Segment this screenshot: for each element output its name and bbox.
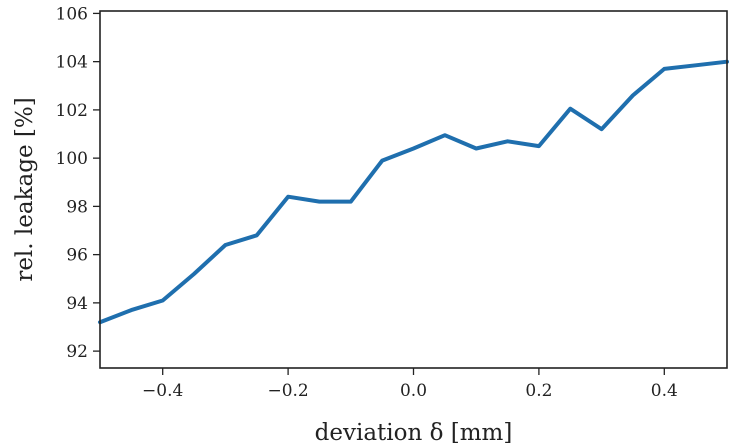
series-line <box>98 59 729 325</box>
y-axis: 92 94 96 98 100 102 104 106 <box>56 4 100 362</box>
y-tick-label: 106 <box>56 4 88 24</box>
y-tick-label: 96 <box>66 246 88 266</box>
y-tick-label: 94 <box>66 294 88 314</box>
series-layer <box>98 59 729 325</box>
x-tick-label: 0.4 <box>651 381 678 401</box>
x-axis-label: deviation δ [mm] <box>315 420 513 446</box>
x-tick-label: −0.2 <box>267 381 308 401</box>
y-tick-label: 98 <box>66 197 88 217</box>
x-tick-label: −0.4 <box>142 381 183 401</box>
x-tick-label: 0.2 <box>525 381 552 401</box>
y-axis-label: rel. leakage [%] <box>12 97 38 281</box>
x-axis: −0.4 −0.2 0.0 0.2 0.4 <box>142 368 678 401</box>
y-tick-label: 92 <box>66 342 88 362</box>
y-tick-label: 100 <box>56 149 88 169</box>
axes-frame <box>99 10 728 369</box>
y-tick-label: 102 <box>56 101 88 121</box>
x-tick-label: 0.0 <box>400 381 427 401</box>
y-tick-label: 104 <box>56 53 88 73</box>
